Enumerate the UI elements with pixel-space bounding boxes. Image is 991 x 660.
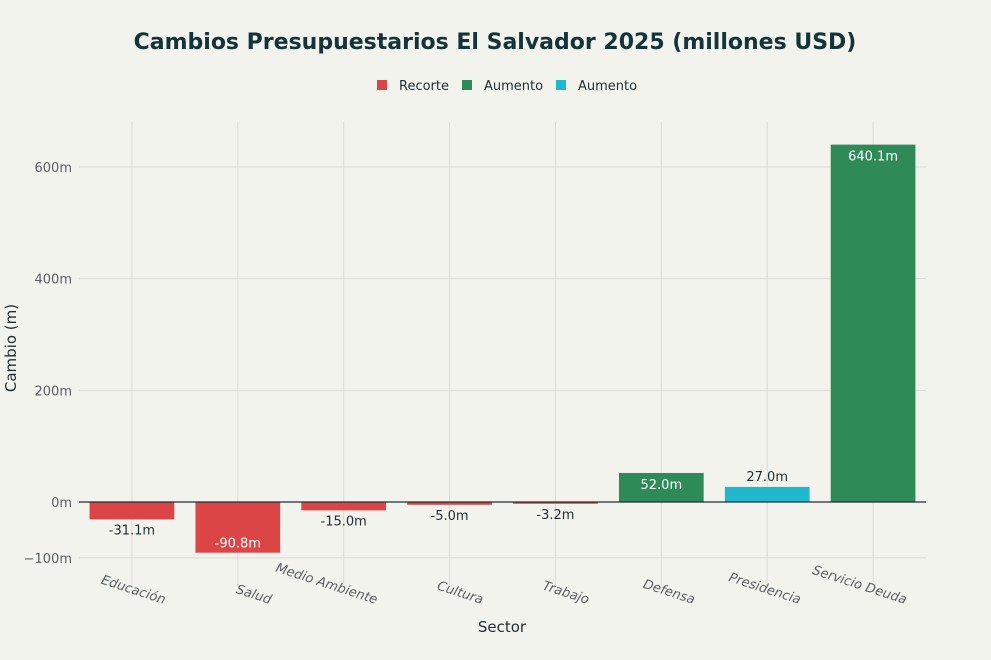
legend-label-3: Aumento	[578, 79, 637, 94]
y-tick-label-2: 200m	[35, 384, 72, 399]
x-tick-label-3: Medio Ambiente	[274, 561, 379, 608]
x-tick-label-1: Educación	[99, 573, 167, 608]
legend-label-2: Aumento	[484, 79, 543, 94]
y-tick-label-4: 600m	[35, 161, 72, 176]
bar-labels: -31.1m -90.8m -15.0m -5.0m -3.2m 52.0m 27.0m 64…	[109, 150, 898, 552]
bar-3	[301, 502, 387, 511]
bar-label-4: -5.0m	[431, 509, 469, 524]
legend-swatch-2	[462, 80, 472, 90]
y-tick-label-3: 400m	[35, 273, 72, 288]
bar-4	[407, 502, 492, 505]
bar-5	[513, 502, 598, 504]
bar-label-3: -15.0m	[321, 514, 367, 529]
x-tick-label-6: Defensa	[641, 577, 697, 608]
bar-label-2: -90.8m	[215, 537, 261, 552]
bar-6	[618, 472, 704, 502]
x-tick-label-5: Trabajo	[541, 579, 591, 608]
legend-label-1: Recorte	[399, 79, 449, 94]
bar-label-6: 52.0m	[641, 478, 683, 493]
x-tick-label-2: Salud	[234, 582, 274, 608]
x-axis-ticks: Educación Salud Medio Ambiente Cultura Traba…	[99, 561, 908, 608]
bar-label-7: 27.0m	[746, 470, 788, 485]
y-axis-title: Cambio (m)	[2, 304, 20, 392]
bars	[89, 144, 916, 553]
bar-8	[830, 144, 916, 502]
bar-label-5: -3.2m	[536, 508, 574, 523]
legend-swatch-1	[377, 80, 387, 90]
bar-label-8: 640.1m	[848, 150, 898, 165]
x-axis-title: Sector	[478, 618, 527, 636]
legend-swatch-3	[556, 80, 566, 90]
x-tick-label-8: Servicio Deuda	[810, 563, 908, 608]
chart-title: Cambios Presupuestarios El Salvador 2025…	[134, 30, 857, 55]
bar-label-1: -31.1m	[109, 523, 155, 538]
bar-7	[724, 486, 810, 502]
bar-2	[195, 502, 281, 553]
x-tick-label-7: Presidencia	[727, 570, 803, 607]
legend: Recorte Aumento Aumento	[377, 79, 637, 94]
y-axis-ticks: −100m 0m 200m 400m 600m	[24, 161, 72, 567]
x-tick-label-4: Cultura	[435, 579, 485, 608]
bar-1	[89, 502, 175, 520]
y-tick-label-1: 0m	[51, 496, 72, 511]
y-tick-label-0: −100m	[24, 552, 72, 567]
